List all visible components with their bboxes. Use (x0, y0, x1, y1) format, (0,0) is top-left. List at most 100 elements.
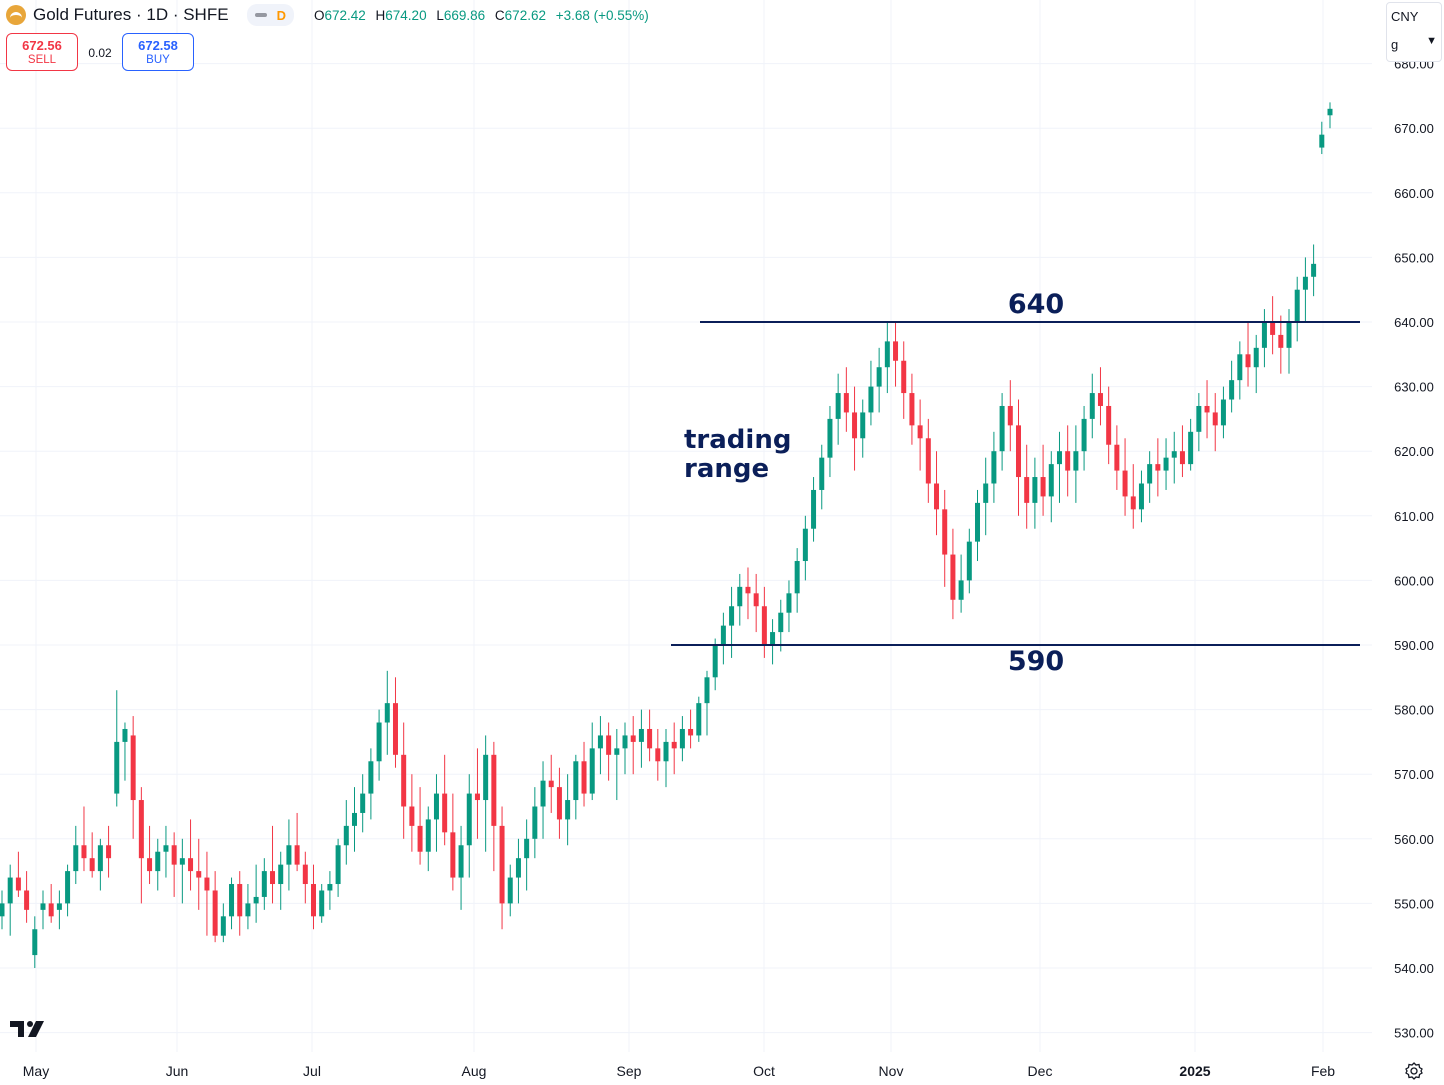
candle (24, 871, 30, 923)
settings-icon[interactable] (1404, 1061, 1424, 1081)
candle-body (220, 916, 226, 936)
trading-range-label: trading (684, 425, 791, 455)
candle-body (1065, 451, 1071, 471)
candle (1122, 438, 1128, 516)
candle-body (819, 457, 825, 490)
candle-body (1302, 276, 1308, 290)
candle (548, 754, 554, 813)
candle (507, 864, 513, 917)
currency-unit-selector[interactable]: CNY g ▼ (1386, 2, 1442, 62)
candle (1171, 431, 1177, 484)
symbol-title[interactable]: Gold Futures · 1D · SHFE (33, 5, 229, 24)
candle (1261, 309, 1267, 368)
candle-body (786, 593, 792, 613)
candle (1204, 380, 1210, 439)
candle (417, 787, 423, 865)
candle (1130, 464, 1136, 529)
candle (171, 832, 177, 897)
candle-body (606, 735, 612, 755)
candle-body (901, 360, 907, 394)
candle-body (32, 929, 38, 956)
buy-button[interactable]: 672.58 BUY (122, 33, 194, 71)
buy-price: 672.58 (138, 38, 178, 53)
low-value: 669.86 (443, 7, 486, 23)
candle-body (540, 780, 546, 807)
candle-body (1073, 451, 1079, 471)
candle (983, 457, 989, 536)
candle-body (1261, 322, 1267, 348)
candle (196, 838, 202, 910)
candle-body (155, 851, 161, 872)
candle (540, 761, 546, 839)
sell-label: SELL (27, 54, 57, 66)
candle (1106, 386, 1112, 465)
sell-price: 672.56 (22, 38, 62, 53)
candle (688, 709, 694, 749)
candle (802, 515, 808, 581)
candle-body (647, 728, 653, 749)
candle-body (688, 728, 694, 736)
candle-body (360, 793, 366, 813)
tradingview-logo-icon[interactable] (10, 1019, 46, 1039)
candle-body (171, 845, 177, 865)
candle-body (147, 858, 153, 872)
candle-body (196, 871, 202, 878)
x-tick-label: Aug (462, 1063, 487, 1079)
candle (852, 386, 858, 471)
candle-body (7, 877, 13, 904)
candle (1229, 360, 1235, 413)
candle-body (458, 845, 464, 878)
candle (360, 774, 366, 833)
candle (409, 774, 415, 852)
candle (1048, 451, 1054, 523)
candle (343, 800, 349, 865)
interval-badge: D (276, 7, 286, 23)
candle (1089, 373, 1095, 439)
candle (556, 767, 562, 839)
candle (1065, 425, 1071, 497)
candle (237, 871, 243, 936)
price-axis[interactable]: 530.00 540.00 550.00 560.00 570.00 580.00 590.… (1394, 57, 1434, 1041)
candle (901, 341, 907, 419)
candle-body (491, 754, 497, 826)
candle (1196, 393, 1202, 452)
candle-body (311, 884, 317, 917)
candle (622, 722, 628, 775)
candle (917, 399, 923, 471)
candle-body (507, 877, 513, 904)
y-tick-label: 660.00 (1394, 186, 1434, 201)
sell-button[interactable]: 672.56 SELL (6, 33, 78, 71)
candle (737, 573, 743, 626)
candle-body (409, 806, 415, 826)
candle-body (1147, 464, 1153, 484)
candle-body (1155, 464, 1161, 471)
candle-body (770, 632, 776, 645)
candle (606, 722, 612, 781)
candle-body (1278, 334, 1284, 348)
candle-body (991, 451, 997, 484)
candle (1040, 444, 1046, 516)
low-label: L (436, 7, 444, 23)
market-status-pill[interactable]: D (246, 4, 294, 26)
resistance-label: 640 (1008, 289, 1064, 320)
candle (958, 554, 964, 613)
trading-range-label-2: range (684, 454, 769, 484)
candle (147, 825, 153, 885)
candle-body (999, 405, 1005, 452)
candle-body (1220, 399, 1226, 426)
candle (1237, 341, 1243, 400)
candle-body (1024, 477, 1030, 503)
candle (1081, 405, 1087, 471)
y-tick-label: 590.00 (1394, 638, 1434, 653)
candle-body (1179, 451, 1185, 465)
candle (638, 709, 644, 768)
candle (827, 405, 833, 478)
candle (811, 477, 817, 542)
candle (1220, 386, 1226, 439)
x-tick-label: Feb (1311, 1063, 1335, 1079)
candle (1114, 425, 1120, 490)
candle (130, 716, 136, 839)
time-axis[interactable]: May Jun Jul Aug Sep Oct Nov Dec 2025 Feb (23, 1063, 1336, 1079)
candle (991, 431, 997, 503)
